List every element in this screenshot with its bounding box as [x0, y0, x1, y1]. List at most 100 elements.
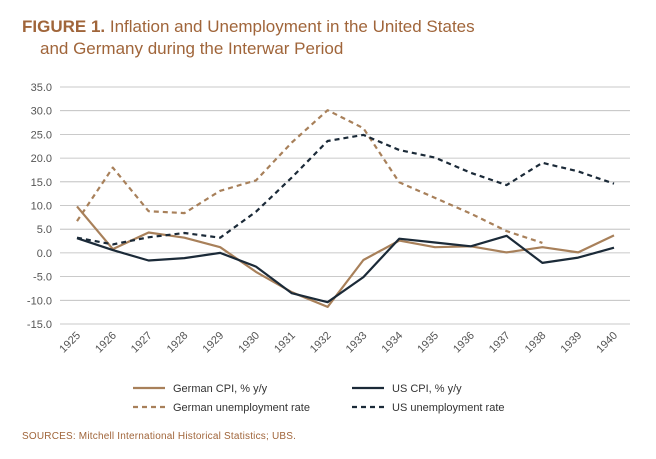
y-tick-label: -5.0 [33, 272, 52, 284]
data-point-us-unemployment-rate [76, 237, 78, 239]
data-point-german-unemployment-rate [327, 109, 329, 111]
data-point-german-unemployment-rate [506, 230, 508, 232]
x-tick-label: 1927 [129, 330, 155, 356]
data-point-us-cpi-y-y [613, 247, 615, 249]
data-point-german-cpi-y-y [148, 231, 150, 233]
x-tick-label: 1940 [594, 330, 620, 356]
data-point-us-cpi-y-y [255, 266, 257, 268]
series-line-german-unemployment-rate [76, 109, 543, 244]
y-tick-label: 5.0 [37, 224, 52, 236]
x-tick-label: 1937 [487, 330, 513, 356]
data-point-us-unemployment-rate [541, 162, 543, 164]
data-point-german-cpi-y-y [362, 259, 364, 261]
data-point-us-cpi-y-y [291, 292, 293, 294]
data-point-german-unemployment-rate [434, 197, 436, 199]
figure-title-line1: Inflation and Unemployment in the United… [109, 17, 475, 36]
x-tick-label: 1936 [451, 330, 477, 356]
data-point-us-unemployment-rate [148, 236, 150, 238]
data-point-german-unemployment-rate [362, 127, 364, 129]
data-point-us-unemployment-rate [219, 237, 221, 239]
y-tick-label: 10.0 [31, 201, 52, 213]
x-tick-label: 1926 [93, 330, 119, 356]
data-point-us-cpi-y-y [327, 301, 329, 303]
data-point-us-cpi-y-y [148, 259, 150, 261]
data-point-german-unemployment-rate [255, 179, 257, 181]
data-point-us-cpi-y-y [577, 257, 579, 259]
x-tick-label: 1938 [523, 330, 549, 356]
x-tick-label: 1929 [201, 330, 227, 356]
data-point-us-cpi-y-y [112, 249, 114, 251]
data-point-german-unemployment-rate [541, 242, 543, 244]
data-point-us-unemployment-rate [327, 140, 329, 142]
data-point-us-cpi-y-y [506, 235, 508, 237]
x-tick-label: 1928 [165, 330, 191, 356]
data-point-german-unemployment-rate [219, 190, 221, 192]
data-point-us-cpi-y-y [183, 257, 185, 259]
y-tick-label: -15.0 [27, 319, 52, 331]
y-tick-label: 35.0 [31, 82, 52, 94]
y-tick-label: 0.0 [37, 248, 52, 260]
x-tick-label: 1934 [380, 330, 406, 356]
y-tick-label: 25.0 [31, 129, 52, 141]
data-point-german-cpi-y-y [613, 234, 615, 236]
data-point-german-unemployment-rate [148, 210, 150, 212]
data-point-us-cpi-y-y [362, 276, 364, 278]
series-lines [76, 109, 615, 308]
data-point-us-cpi-y-y [470, 245, 472, 247]
data-point-us-unemployment-rate [434, 157, 436, 159]
data-point-us-unemployment-rate [398, 149, 400, 151]
y-tick-label: 20.0 [31, 153, 52, 165]
data-point-german-cpi-y-y [541, 246, 543, 248]
data-point-german-unemployment-rate [291, 141, 293, 143]
data-point-us-unemployment-rate [183, 232, 185, 234]
data-point-german-unemployment-rate [183, 212, 185, 214]
legend: German CPI, % y/y US CPI, % y/y German une… [133, 383, 505, 414]
data-point-us-unemployment-rate [291, 176, 293, 178]
figure-title: FIGURE 1. Inflation and Unemployment in … [22, 16, 642, 60]
y-tick-label: 15.0 [31, 177, 52, 189]
data-point-german-unemployment-rate [112, 166, 114, 168]
data-point-us-unemployment-rate [470, 172, 472, 174]
data-point-german-cpi-y-y [506, 251, 508, 253]
data-point-us-unemployment-rate [506, 184, 508, 186]
data-point-german-cpi-y-y [76, 205, 78, 207]
series-line-us-cpi-y-y [76, 234, 615, 304]
data-point-german-cpi-y-y [255, 271, 257, 273]
data-point-german-unemployment-rate [398, 181, 400, 183]
data-point-us-unemployment-rate [577, 170, 579, 172]
data-point-german-cpi-y-y [577, 251, 579, 253]
y-axis-tick-labels: 35.0 30.0 25.0 20.0 15.0 10.0 5.0 0.0 -5.0 -10.0 -… [27, 82, 52, 331]
y-tick-label: 30.0 [31, 106, 52, 118]
data-point-us-unemployment-rate [255, 211, 257, 213]
data-point-german-cpi-y-y [327, 306, 329, 308]
x-tick-label: 1932 [308, 330, 334, 356]
legend-label-german-unemployment-rate: German unemployment rate [173, 402, 310, 414]
figure-label: FIGURE 1. [22, 17, 106, 36]
data-point-us-cpi-y-y [398, 238, 400, 240]
data-point-us-unemployment-rate [362, 134, 364, 136]
x-tick-label: 1930 [236, 330, 262, 356]
legend-label-german-cpi-y-y: German CPI, % y/y [173, 383, 268, 395]
legend-label-us-cpi-y-y: US CPI, % y/y [392, 383, 462, 395]
y-tick-label: -10.0 [27, 295, 52, 307]
data-point-german-cpi-y-y [183, 237, 185, 239]
legend-label-us-unemployment-rate: US unemployment rate [392, 402, 505, 414]
x-tick-label: 1931 [272, 330, 298, 356]
data-point-german-cpi-y-y [434, 246, 436, 248]
x-tick-label: 1935 [415, 330, 441, 356]
data-point-us-cpi-y-y [541, 262, 543, 264]
series-line-us-unemployment-rate [76, 133, 615, 246]
data-point-german-unemployment-rate [76, 220, 78, 222]
grid-lines [60, 86, 630, 325]
x-tick-label: 1939 [559, 330, 585, 356]
x-tick-label: 1933 [344, 330, 370, 356]
data-point-us-cpi-y-y [434, 241, 436, 243]
data-point-us-unemployment-rate [613, 183, 615, 185]
data-point-german-cpi-y-y [219, 246, 221, 248]
data-point-us-unemployment-rate [112, 243, 114, 245]
x-tick-label: 1925 [57, 330, 83, 356]
data-point-us-cpi-y-y [219, 252, 221, 254]
data-point-german-unemployment-rate [470, 212, 472, 214]
figure-title-line2: and Germany during the Interwar Period [40, 39, 344, 58]
